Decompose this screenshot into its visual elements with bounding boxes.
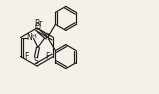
Text: S: S	[34, 57, 38, 66]
Text: N: N	[27, 33, 32, 42]
Text: O: O	[35, 23, 41, 32]
Text: P: P	[44, 33, 48, 42]
Text: F: F	[24, 52, 29, 61]
Text: Br: Br	[34, 19, 42, 28]
Text: F: F	[45, 52, 50, 61]
Text: H: H	[31, 34, 36, 39]
